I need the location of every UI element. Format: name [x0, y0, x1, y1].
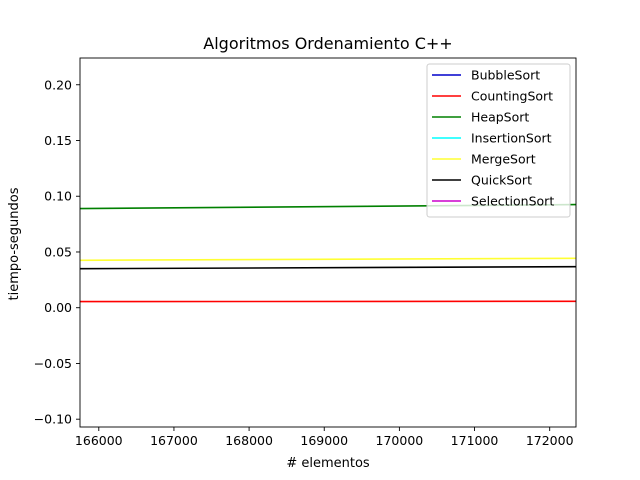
series-line-QuickSort: [79, 265, 577, 270]
y-tick-label: 0.05: [44, 244, 72, 259]
y-tick-label: 0.10: [44, 189, 72, 204]
axes: 166000 167000 168000 169000 170000 171000 1720…: [34, 57, 577, 448]
y-tick-label: 0.15: [44, 133, 72, 148]
y-tick-label: −0.10: [34, 412, 72, 427]
plot-area: [79, 203, 577, 303]
x-tick-label: 168000: [225, 433, 273, 448]
legend-label-QuickSort: QuickSort: [471, 173, 532, 188]
x-tick-label: 166000: [75, 433, 123, 448]
x-tick-label: 169000: [300, 433, 348, 448]
legend-label-HeapSort: HeapSort: [471, 110, 529, 125]
x-tick-label: 172000: [526, 433, 574, 448]
legend-label-BubbleSort: BubbleSort: [471, 68, 540, 83]
legend-label-SelectionSort: SelectionSort: [471, 194, 554, 209]
x-tick-label: 167000: [150, 433, 198, 448]
chart-title: Algoritmos Ordenamiento C++: [203, 34, 452, 53]
legend-box: [426, 63, 571, 218]
y-tick-label: −0.05: [34, 356, 72, 371]
x-tick-label: 170000: [376, 433, 424, 448]
series-line-MergeSort: [79, 257, 577, 262]
y-tick-label: 0.20: [44, 77, 72, 92]
legend-label-MergeSort: MergeSort: [471, 152, 536, 167]
y-axis-label: tiempo-segundos: [7, 187, 22, 300]
x-axis-label: # elementos: [286, 456, 370, 471]
legend-label-InsertionSort: InsertionSort: [471, 131, 552, 146]
x-tick-label: 171000: [451, 433, 499, 448]
legend: BubbleSort CountingSort HeapSort InsertionS…: [426, 63, 571, 218]
plot-frame: [79, 57, 577, 428]
y-tick-label: 0.00: [44, 300, 72, 315]
legend-label-CountingSort: CountingSort: [471, 89, 553, 104]
